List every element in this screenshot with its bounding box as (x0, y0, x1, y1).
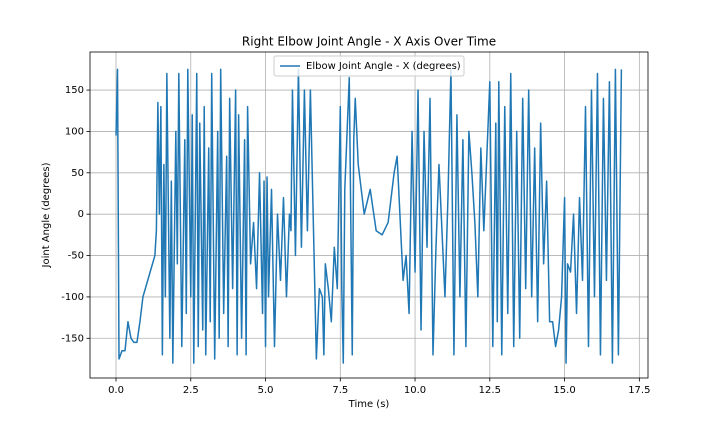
legend: Elbow Joint Angle - X (degrees) (273, 55, 465, 77)
x-tick-label: 15.0 (553, 385, 575, 396)
x-tick-label: 17.5 (628, 385, 650, 396)
y-tick-label: 100 (65, 126, 84, 137)
x-tick-label: 5.0 (258, 385, 274, 396)
legend-box (273, 55, 465, 77)
x-tick-label: 7.5 (332, 385, 348, 396)
y-tick-label: 0 (78, 209, 84, 220)
x-tick-label: 10.0 (404, 385, 426, 396)
x-axis-label: Time (s) (348, 399, 390, 410)
y-tick-label: -50 (68, 251, 84, 262)
y-tick-label: -100 (61, 292, 84, 303)
legend-label: Elbow Joint Angle - X (degrees) (306, 61, 461, 72)
y-tick-label: -150 (61, 333, 84, 344)
x-tick-label: 12.5 (479, 385, 501, 396)
y-tick-label: 50 (71, 168, 84, 179)
x-tick-label: 2.5 (183, 385, 199, 396)
x-tick-label: 0.0 (108, 385, 124, 396)
y-tick-label: 150 (65, 85, 84, 96)
chart-title: Right Elbow Joint Angle - X Axis Over Ti… (242, 35, 496, 49)
y-axis-label: Joint Angle (degrees) (41, 162, 52, 268)
data-line (115, 68, 623, 364)
plot-frame (89, 51, 649, 379)
